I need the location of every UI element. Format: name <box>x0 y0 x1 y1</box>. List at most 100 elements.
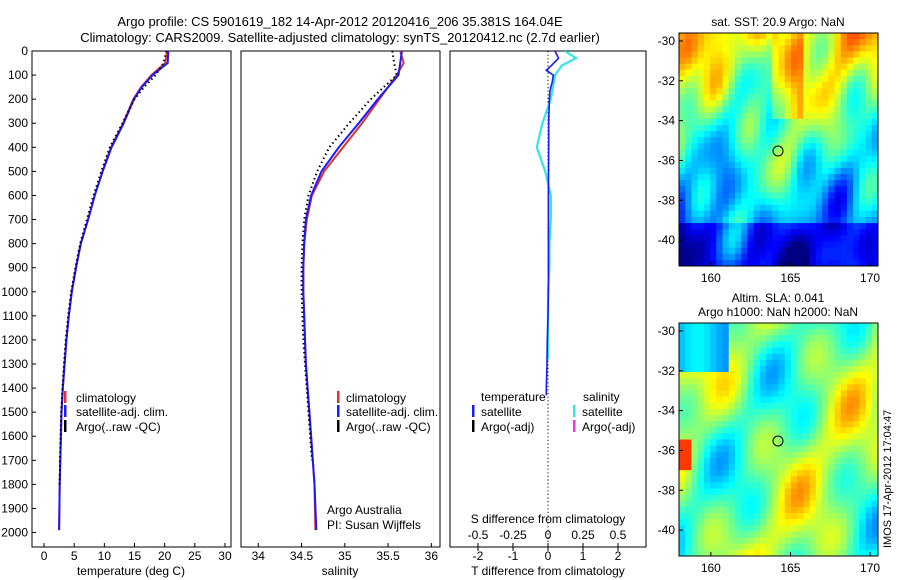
sst-cell <box>741 100 748 107</box>
sst-cell <box>691 180 699 187</box>
sla-cell <box>685 414 692 422</box>
sla-cell <box>741 390 748 397</box>
sst-cell <box>747 118 755 126</box>
sla-cell <box>809 359 817 367</box>
sla-cell <box>728 433 736 440</box>
sla-cell <box>759 365 767 373</box>
sla-cell <box>828 323 835 330</box>
sla-cell <box>797 525 804 532</box>
sla-cell <box>747 414 755 422</box>
sst-cell <box>728 112 736 120</box>
legend-swatch-s-satellite <box>573 405 576 417</box>
sla-cell <box>853 476 860 483</box>
sst-cell <box>859 192 866 199</box>
sst-cell <box>822 124 829 132</box>
sst-cell <box>790 259 798 267</box>
sla-cell <box>815 353 823 361</box>
sla-cell <box>679 482 686 489</box>
sst-cell <box>790 124 798 132</box>
sst-cell <box>859 247 866 255</box>
sla-cell <box>859 500 866 508</box>
sst-cell <box>797 88 804 95</box>
sla-cell <box>822 353 829 361</box>
sst-cell <box>766 57 773 65</box>
sla-cell <box>834 372 842 379</box>
sla-cell <box>685 433 692 440</box>
sst-cell <box>766 174 773 181</box>
sla-cell <box>797 464 804 471</box>
sla-cell <box>859 378 866 385</box>
sla-cell <box>822 378 829 385</box>
sla-cell <box>859 372 866 379</box>
sla-cell <box>840 384 848 391</box>
sla-cell <box>728 464 736 471</box>
sla-cell <box>734 390 742 397</box>
sla-cell <box>853 329 860 336</box>
sst-cell <box>697 180 705 187</box>
sst-cell <box>728 186 736 193</box>
sst-cell <box>840 137 848 144</box>
sla-cell <box>834 445 842 453</box>
sla-cell <box>865 433 873 440</box>
sst-cell <box>747 229 755 236</box>
sla-cell <box>846 335 854 342</box>
sst-cell <box>834 51 842 58</box>
sla-cell <box>679 396 686 404</box>
sst-cell <box>853 259 860 267</box>
sla-cell <box>710 500 717 508</box>
sla-cell <box>728 482 736 489</box>
sst-cell <box>741 192 748 199</box>
sla-cell <box>790 519 798 526</box>
sla-map-xtick-label: 160 <box>701 561 721 575</box>
sla-cell <box>679 335 686 342</box>
sla-cell <box>822 384 829 391</box>
sst-cell <box>815 186 823 193</box>
sla-cell <box>859 464 866 471</box>
sst-cell <box>766 155 773 163</box>
sla-cell <box>734 543 742 551</box>
sst-cell <box>734 167 742 175</box>
sla-cell <box>685 427 692 434</box>
sst-cell <box>679 229 686 236</box>
sla-cell <box>846 519 854 526</box>
sst-cell <box>822 118 829 126</box>
sla-cell <box>840 506 848 514</box>
sst-cell <box>809 39 817 46</box>
sst-cell <box>734 216 742 224</box>
sla-cell <box>747 408 755 416</box>
sst-cell <box>790 210 798 218</box>
sst-cell <box>728 174 736 181</box>
sst-cell <box>710 94 717 101</box>
sst-cell <box>697 174 705 181</box>
sla-cell <box>716 525 723 532</box>
sla-cell <box>853 427 860 434</box>
sst-cell <box>846 235 854 242</box>
sla-cell <box>859 549 866 557</box>
sla-cell <box>797 537 804 545</box>
sst-cell <box>753 39 761 46</box>
sla-cell <box>834 323 842 330</box>
sst-cell <box>822 204 829 212</box>
sst-cell <box>828 75 835 83</box>
sla-cell <box>840 427 848 434</box>
sla-cell <box>809 353 817 361</box>
sla-cell <box>772 506 779 514</box>
sst-cell <box>766 210 773 218</box>
sla-cell <box>697 451 705 459</box>
sla-cell <box>865 372 873 379</box>
sla-cell <box>691 494 699 502</box>
sst-cell <box>697 223 705 230</box>
sla-cell <box>828 353 835 361</box>
sla-cell <box>753 353 761 361</box>
sla-cell <box>784 347 792 355</box>
sla-cell <box>803 543 810 551</box>
sst-cell <box>722 253 730 261</box>
sst-cell <box>722 155 730 163</box>
sst-cell <box>734 118 742 126</box>
sst-cell <box>859 180 866 187</box>
sla-cell <box>747 506 755 514</box>
sst-cell <box>865 204 873 212</box>
sst-cell <box>741 253 748 261</box>
sla-cell <box>846 402 854 410</box>
sla-cell <box>679 549 686 557</box>
